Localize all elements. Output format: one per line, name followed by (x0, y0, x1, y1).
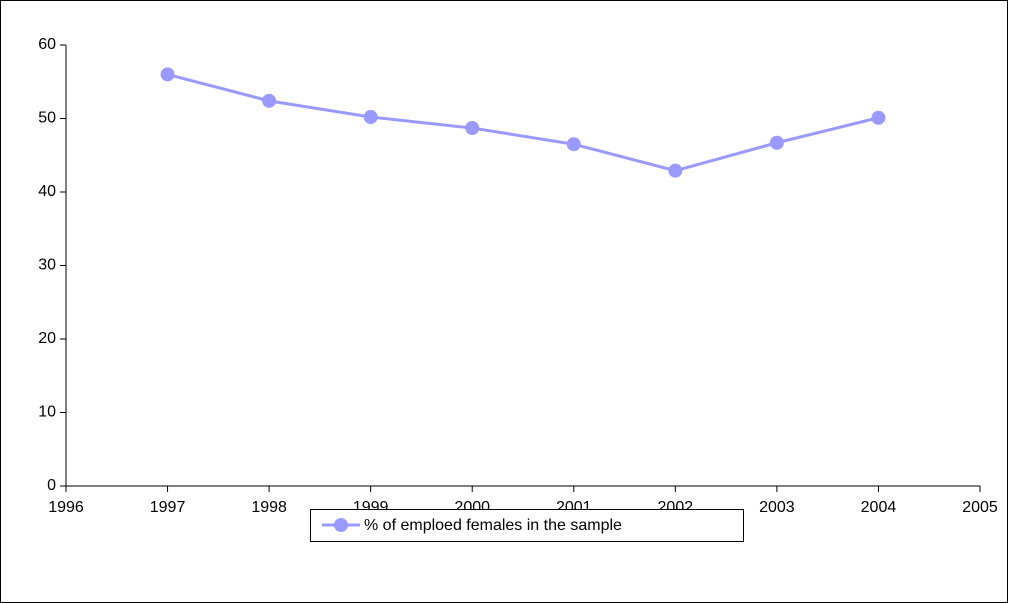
y-tick-label: 20 (38, 330, 56, 347)
data-point (769, 135, 784, 150)
legend-label: % of emploed females in the sample (364, 517, 622, 534)
y-tick-label: 50 (38, 110, 56, 127)
x-tick-label: 2003 (759, 499, 795, 516)
x-tick-label: 1997 (150, 499, 186, 516)
x-tick-label: 2004 (861, 499, 897, 516)
legend-marker (334, 518, 348, 532)
y-tick-label: 40 (38, 183, 56, 200)
y-tick-label: 10 (38, 404, 56, 421)
data-point (160, 67, 175, 82)
data-point (871, 110, 886, 125)
series-line (167, 72, 879, 173)
data-point (363, 110, 378, 125)
legend-box (310, 509, 744, 542)
data-point (668, 163, 683, 178)
data-point (262, 93, 277, 108)
x-tick-label: 1996 (48, 499, 84, 516)
y-tick-label: 0 (47, 477, 56, 494)
x-tick-label: 2005 (962, 499, 998, 516)
y-tick-label: 30 (38, 257, 56, 274)
data-point (465, 121, 480, 136)
y-tick-label: 60 (38, 36, 56, 53)
data-point (566, 137, 581, 152)
x-tick-label: 1998 (251, 499, 287, 516)
